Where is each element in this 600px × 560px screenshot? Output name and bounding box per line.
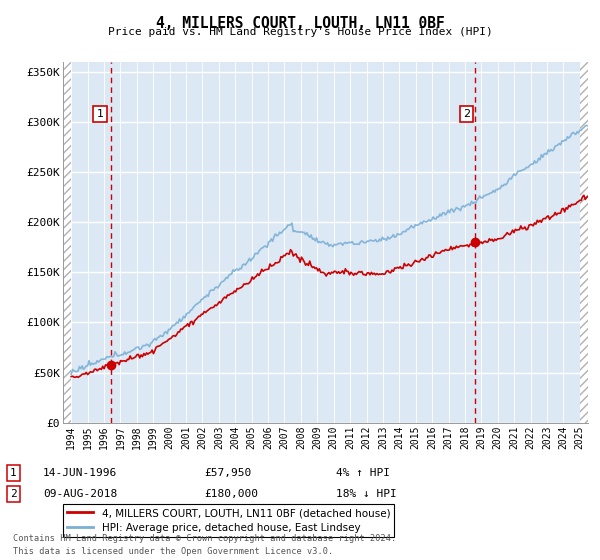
- Text: 1: 1: [97, 109, 103, 119]
- Polygon shape: [63, 62, 71, 423]
- Text: 2: 2: [463, 109, 470, 119]
- Text: 18% ↓ HPI: 18% ↓ HPI: [336, 489, 397, 499]
- Text: 1: 1: [10, 468, 17, 478]
- Text: £180,000: £180,000: [204, 489, 258, 499]
- Text: 4, MILLERS COURT, LOUTH, LN11 0BF: 4, MILLERS COURT, LOUTH, LN11 0BF: [155, 16, 445, 31]
- Text: Contains HM Land Registry data © Crown copyright and database right 2024.
This d: Contains HM Land Registry data © Crown c…: [13, 534, 397, 556]
- Text: 2: 2: [10, 489, 17, 499]
- Text: Price paid vs. HM Land Registry's House Price Index (HPI): Price paid vs. HM Land Registry's House …: [107, 27, 493, 37]
- Legend: 4, MILLERS COURT, LOUTH, LN11 0BF (detached house), HPI: Average price, detached: 4, MILLERS COURT, LOUTH, LN11 0BF (detac…: [63, 504, 394, 538]
- Text: £57,950: £57,950: [204, 468, 251, 478]
- Text: 4% ↑ HPI: 4% ↑ HPI: [336, 468, 390, 478]
- Polygon shape: [580, 62, 588, 423]
- Text: 14-JUN-1996: 14-JUN-1996: [43, 468, 118, 478]
- Text: 09-AUG-2018: 09-AUG-2018: [43, 489, 118, 499]
